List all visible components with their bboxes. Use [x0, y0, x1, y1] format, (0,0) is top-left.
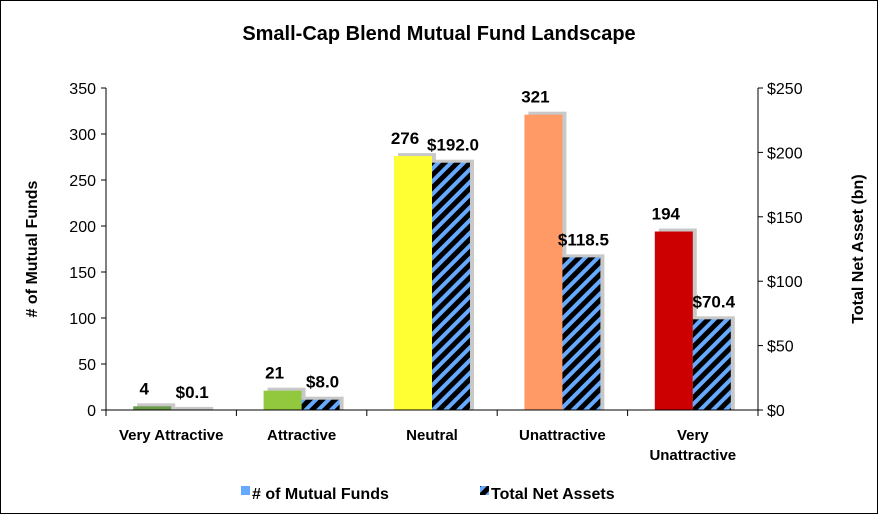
- left-tick-label: 100: [69, 311, 96, 328]
- left-tick-label: 200: [69, 219, 96, 236]
- bar-net-assets: [692, 319, 731, 410]
- right-tick-label: $200: [767, 145, 803, 162]
- data-labels: 4 $0.1 21 $8.0 276 $192.0 321 $118.5 194 $70.4: [139, 88, 735, 402]
- y-left-axis-label: # of Mutual Funds: [24, 180, 41, 317]
- axes: [105, 88, 759, 411]
- left-tick-label: 0: [87, 403, 96, 420]
- category-label: Unattractive: [519, 427, 606, 444]
- left-tick-label: 150: [69, 265, 96, 282]
- left-tick-label: 250: [69, 173, 96, 190]
- right-tick-label: $100: [767, 274, 803, 291]
- left-tick-label: 350: [69, 81, 96, 98]
- data-label-mutual-funds: 276: [391, 129, 419, 148]
- left-tick-label: 300: [69, 127, 96, 144]
- bar-mutual-funds: [654, 231, 693, 410]
- bar-mutual-funds: [524, 114, 563, 411]
- category-label: Neutral: [406, 427, 458, 444]
- bar-net-assets: [562, 257, 601, 410]
- data-label-net-assets: $0.1: [176, 383, 209, 402]
- right-axis-ticks: $0 $50 $100 $150 $200 $250: [758, 81, 803, 420]
- data-label-mutual-funds: 21: [265, 364, 284, 383]
- legend: # of Mutual Funds Total Net Assets: [241, 486, 615, 503]
- right-tick-label: $250: [767, 81, 803, 98]
- left-axis-ticks: 0 50 100 150 200 250 300 350: [69, 81, 106, 420]
- left-tick-label: 50: [78, 357, 96, 374]
- legend-swatch-assets: [480, 486, 489, 495]
- bar-mutual-funds: [263, 390, 302, 410]
- category-label: Very: [677, 427, 709, 444]
- bar-shadow: [175, 406, 214, 410]
- bar-mutual-funds: [133, 406, 172, 410]
- category-labels: Very Attractive Attractive Neutral Unattrac…: [105, 410, 759, 464]
- y-right-axis-label: Total Net Asset (bn): [850, 174, 867, 323]
- data-label-mutual-funds: 4: [139, 379, 149, 398]
- data-label-net-assets: $192.0: [427, 136, 479, 155]
- bars: [133, 114, 731, 411]
- chart-title: Small-Cap Blend Mutual Fund Landscape: [242, 23, 635, 45]
- bar-mutual-funds: [394, 156, 432, 410]
- right-tick-label: $50: [767, 339, 794, 356]
- data-label-net-assets: $8.0: [306, 373, 339, 392]
- category-label: Unattractive: [649, 447, 736, 464]
- right-tick-label: $150: [767, 210, 803, 227]
- right-tick-label: $0: [767, 403, 785, 420]
- category-label: Attractive: [267, 427, 336, 444]
- bar-net-assets: [301, 399, 340, 410]
- bar-net-assets: [432, 162, 470, 410]
- data-label-net-assets: $118.5: [558, 230, 609, 249]
- legend-label-assets: Total Net Assets: [491, 486, 615, 503]
- data-label-mutual-funds: 321: [521, 88, 549, 107]
- legend-swatch-funds: [241, 486, 250, 495]
- category-label: Very Attractive: [119, 427, 224, 444]
- data-label-net-assets: $70.4: [693, 292, 736, 311]
- legend-label-funds: # of Mutual Funds: [252, 486, 389, 503]
- data-label-mutual-funds: 194: [652, 205, 681, 224]
